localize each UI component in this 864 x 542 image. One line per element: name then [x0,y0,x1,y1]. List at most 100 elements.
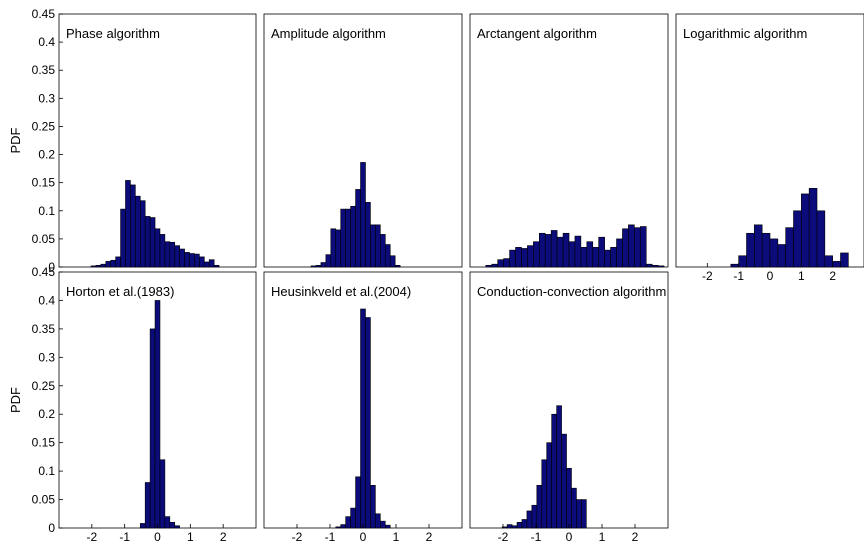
histogram-bar [816,210,826,268]
panel-title: Arctangent algorithm [477,26,597,41]
histogram-panel-3: Arctangent algorithm [469,13,669,268]
panel-title: Amplitude algorithm [271,26,386,41]
histogram-bar [130,184,136,268]
histogram-bar [115,256,121,268]
axes-frame [58,13,257,268]
histogram-bar [574,235,582,268]
histogram-bar [562,232,570,268]
histogram-bar [761,232,771,268]
histogram-bar [139,523,146,529]
histogram-bar [135,195,141,268]
panel-title: Conduction-convection algorithm [477,284,666,299]
histogram-bar [213,265,220,268]
panel-title: Phase algorithm [66,26,160,41]
histogram-bar [566,467,572,529]
histogram-bar [485,265,493,268]
histogram-bar [568,241,576,268]
histogram-bar [120,208,126,268]
histogram-bar [335,526,342,529]
histogram-panel-1: 0 0.05 0.1 0.15 0.2 0.25 0.3 0.35 0.4 0.45 Phase a… [8,7,257,274]
histogram-bar [556,405,562,529]
histogram-bar [310,265,317,268]
x-tick-label: 2 [829,269,836,283]
histogram-bar [315,265,322,268]
histogram-panel-4: -2 -1 0 1 2 Logarithmic algorithm [675,13,864,283]
x-tick-label: -1 [531,530,542,542]
x-tick-label: -2 [702,269,713,283]
panel-title: Logarithmic algorithm [683,26,807,41]
histogram-bar [139,200,146,268]
histogram-bar [832,261,841,268]
x-tick-label: -2 [498,530,509,542]
histogram-bar [634,227,641,268]
histogram-bar [100,263,107,268]
histogram-bar [550,230,558,268]
histogram-bar [586,241,594,268]
y-tick-label: 0.45 [32,265,56,279]
histogram-bar [380,234,386,268]
histogram-bar [105,261,112,268]
histogram-bar [511,525,518,529]
histogram-bar [506,524,513,529]
histogram-bar [592,247,600,268]
histogram-bar [497,259,504,268]
y-axis-label: PDF [8,387,23,413]
histogram-bar [179,248,185,268]
histogram-bar [189,253,195,268]
histogram-bar [360,308,366,529]
histogram-bar [527,245,534,268]
histogram-bar [598,236,605,268]
y-tick-label: 0.3 [38,350,55,364]
histogram-bar [125,180,131,268]
histogram-bar [149,217,156,268]
histogram-bar [541,459,548,529]
histogram-bar [144,216,151,268]
histogram-bar [622,228,629,268]
panel-title: Heusinkveld et al.(2004) [271,284,411,299]
histogram-bar [90,265,97,268]
histogram-bar [384,524,391,529]
y-tick-label: 0.1 [38,204,55,218]
histogram-bar [538,232,546,268]
histogram-bar [340,208,346,268]
x-tick-label: 2 [426,530,433,542]
x-tick-label: -1 [733,269,744,283]
histogram-bar [544,234,552,268]
histogram-bar [144,482,151,529]
histogram-bar [571,487,577,529]
x-tick-label: 1 [393,530,400,542]
y-tick-label: 0.15 [32,436,56,450]
histogram-bar [610,247,617,268]
histogram-panel-7: -2 -1 0 1 2 Conduction-convection algorithm [469,271,669,542]
histogram-panel-6: -2 -1 0 1 2 Heusinkveld et al.(2004) [263,271,463,542]
histogram-bar [194,253,200,268]
histogram-bar [581,499,587,529]
x-tick-label: 1 [187,530,194,542]
histogram-bar [350,507,356,529]
x-tick-label: 0 [154,530,161,542]
histogram-panel-5: 0 0.05 0.1 0.15 0.2 0.25 0.3 0.35 0.4 0.45 -2 -1 0 1 2… [8,265,257,542]
histogram-bar [355,476,361,529]
histogram-bar [389,255,396,268]
histogram-bar [154,300,161,529]
histogram-bar [320,262,327,268]
histogram-bar [375,513,381,529]
histogram-bar [824,255,833,268]
histogram-bar [169,522,176,529]
histogram-bar [174,525,180,529]
x-tick-label: 0 [566,530,573,542]
y-tick-label: 0.2 [38,148,55,162]
histogram-bar [651,265,659,268]
histogram-bar [785,227,794,268]
histogram-bar [616,238,623,268]
histogram-bar [360,162,366,268]
histogram-bar [628,224,635,268]
histogram-bar [154,228,161,268]
histogram-bar [769,238,779,268]
histogram-bar [164,241,171,268]
y-tick-label: 0 [48,521,55,535]
x-tick-label: -1 [325,530,336,542]
histogram-bar [159,459,166,529]
histogram-bar [375,224,381,268]
